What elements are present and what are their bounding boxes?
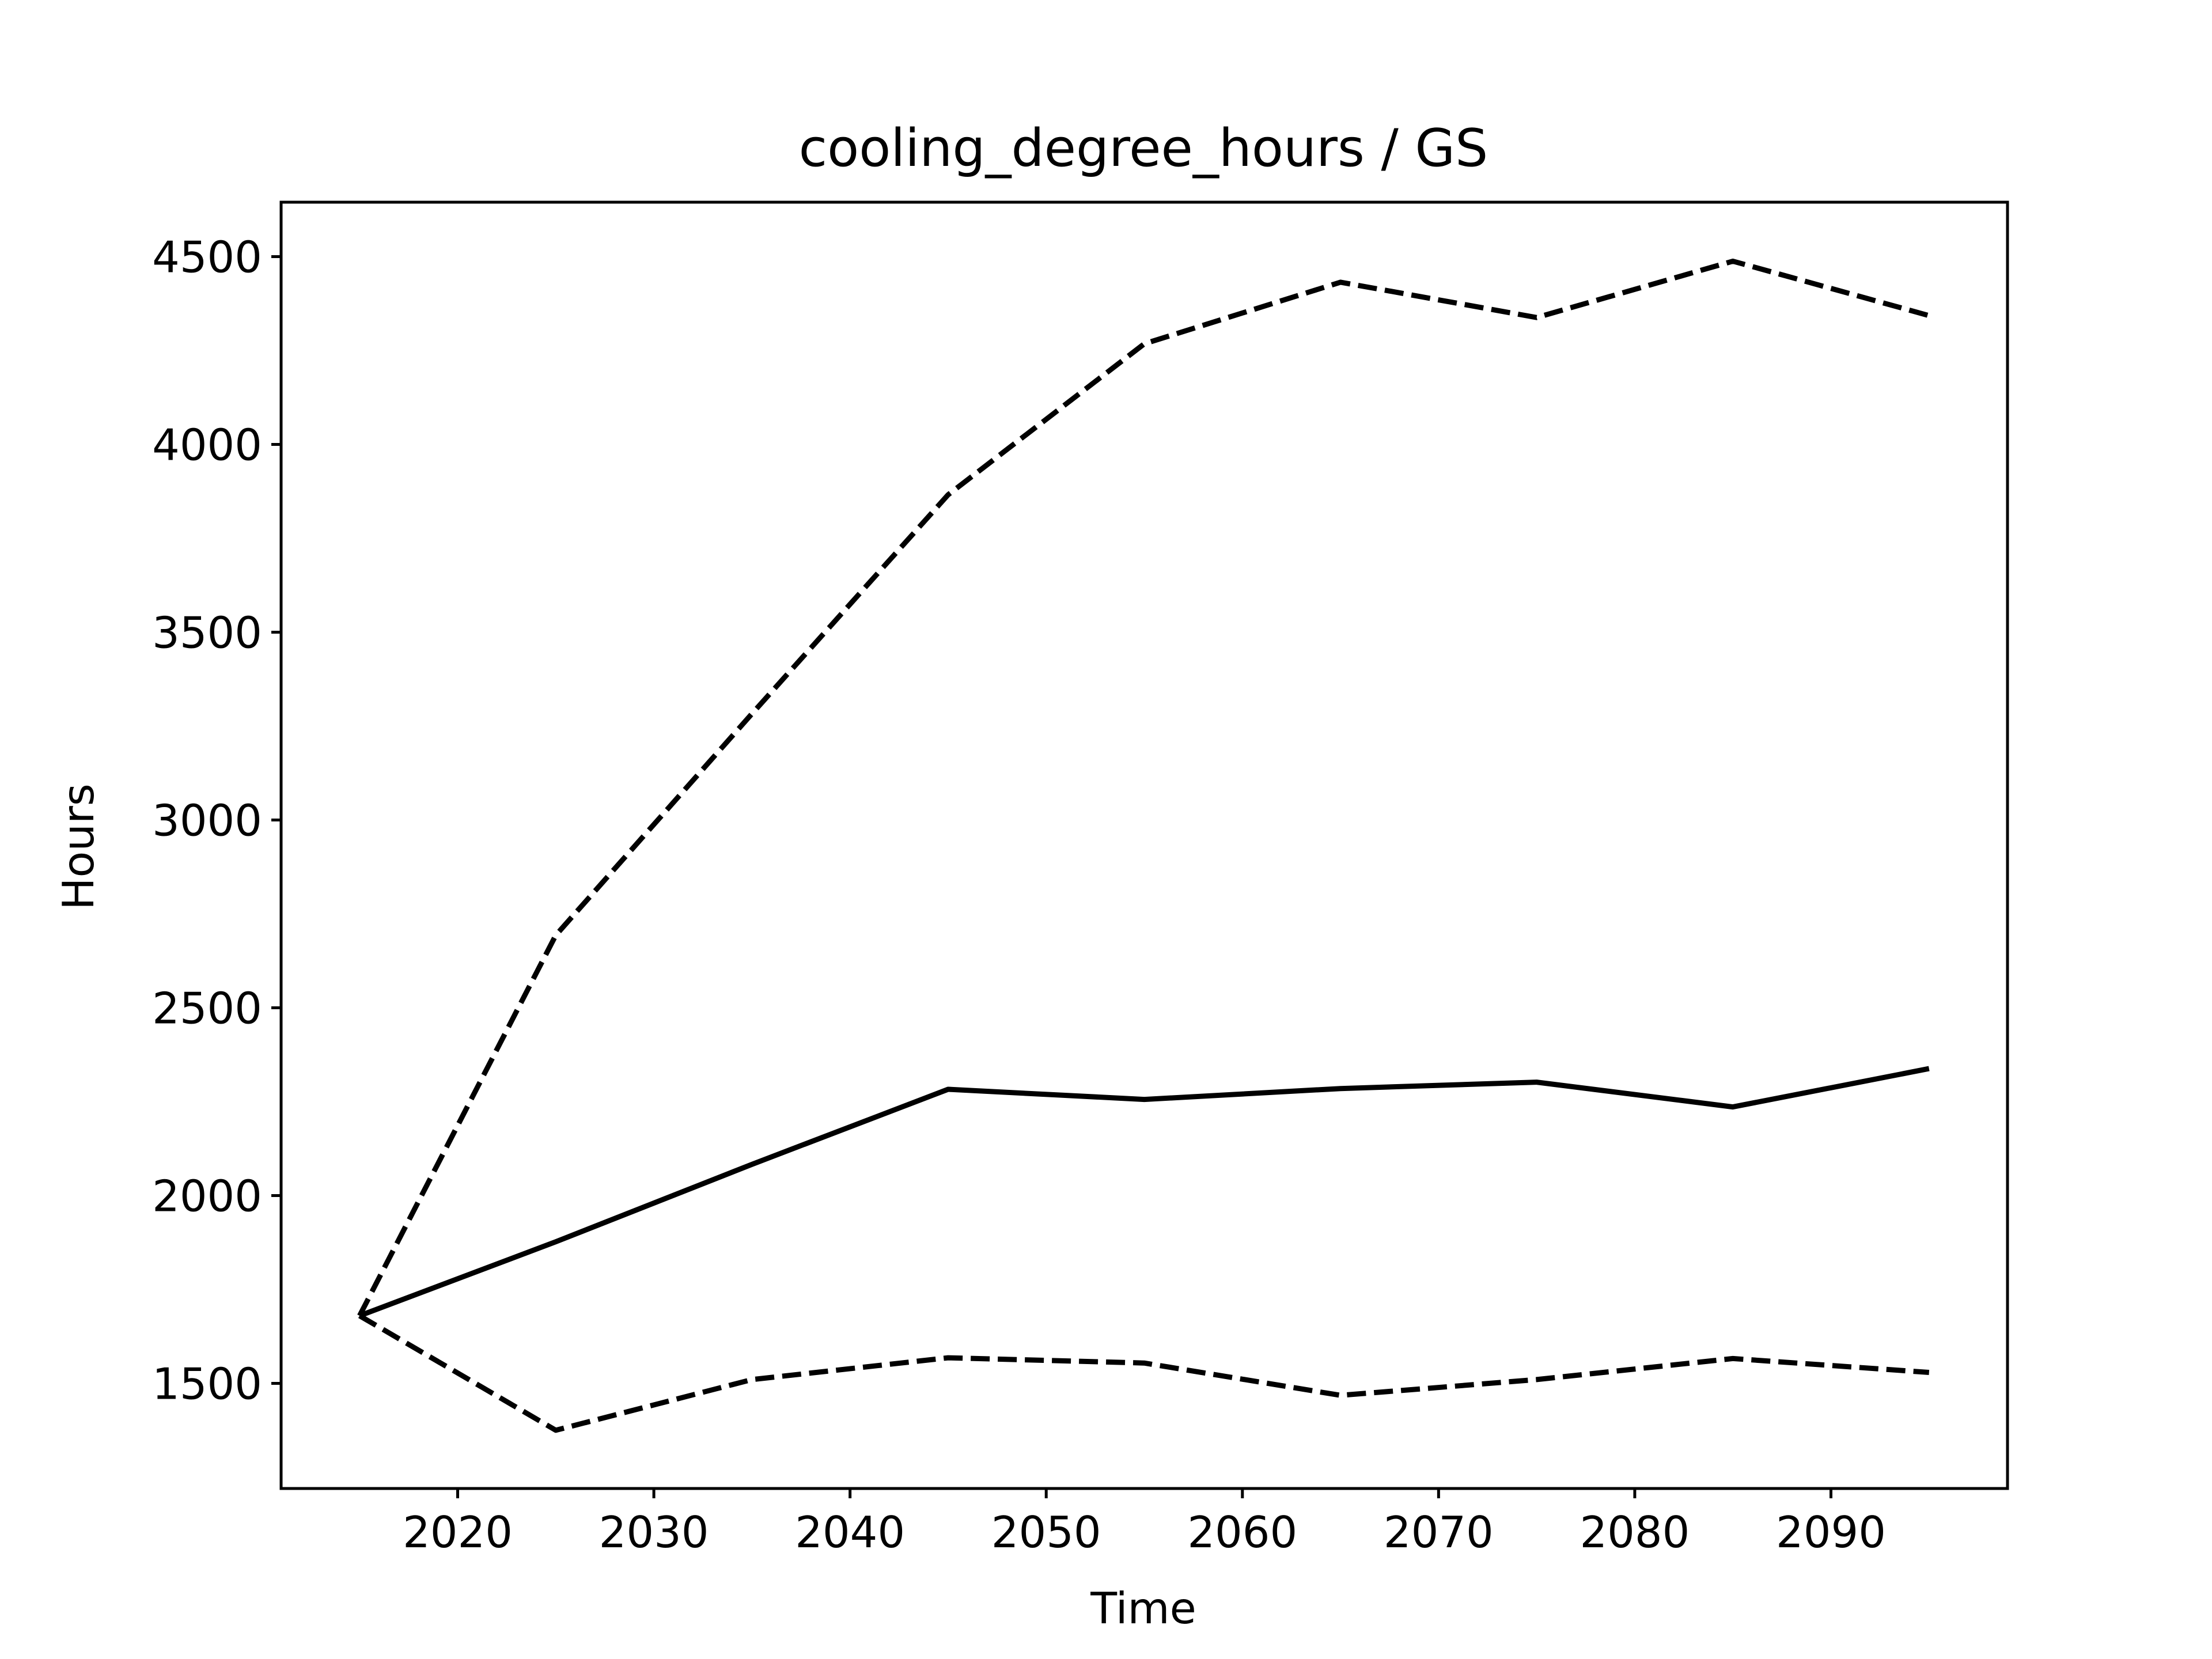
x-tick-label-2020: 2020 (403, 1507, 513, 1558)
series-3-line (358, 1313, 1930, 1433)
y-tick-label-3500: 3500 (152, 608, 262, 658)
x-tick-label-2060: 2060 (1187, 1507, 1297, 1558)
y-tick-label-4000: 4000 (152, 420, 262, 471)
x-tick-label-2070: 2070 (1384, 1507, 1494, 1558)
y-axis-label: Hours (53, 783, 104, 910)
y-tick-label-4500: 4500 (152, 232, 262, 283)
plot-frame (279, 200, 2009, 1490)
series-2-line (357, 258, 1930, 1317)
plot-area (357, 258, 1930, 1433)
y-tick-label-1500: 1500 (152, 1358, 262, 1409)
x-tick-label-2040: 2040 (795, 1507, 905, 1558)
x-tick-label-2030: 2030 (599, 1507, 709, 1558)
y-axis: 1500 2000 2500 3000 3500 4000 4500 (152, 232, 281, 1409)
chart-title: cooling_degree_hours / GS (799, 118, 1488, 179)
series-1-line (358, 1066, 1930, 1319)
x-tick-label-2080: 2080 (1580, 1507, 1690, 1558)
y-tick-label-3000: 3000 (152, 795, 262, 846)
y-tick-label-2000: 2000 (152, 1171, 262, 1221)
x-axis: 2020 2030 2040 2050 2060 2070 2080 2090 (403, 1488, 1886, 1558)
x-tick-label-2090: 2090 (1776, 1507, 1886, 1558)
x-axis-label: Time (1090, 1583, 1196, 1634)
y-tick-label-2500: 2500 (152, 983, 262, 1033)
x-tick-label-2050: 2050 (991, 1507, 1101, 1558)
